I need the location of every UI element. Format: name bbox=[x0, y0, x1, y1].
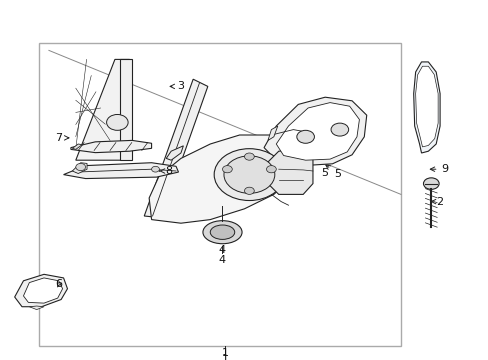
Circle shape bbox=[214, 149, 284, 201]
Text: 5: 5 bbox=[321, 168, 328, 178]
Text: 8: 8 bbox=[159, 166, 172, 176]
Polygon shape bbox=[276, 103, 359, 160]
Text: 5: 5 bbox=[325, 165, 340, 179]
Polygon shape bbox=[144, 79, 207, 218]
Text: 1: 1 bbox=[221, 354, 228, 360]
Text: 6: 6 bbox=[55, 279, 62, 289]
Text: 4: 4 bbox=[219, 255, 225, 265]
Circle shape bbox=[106, 114, 128, 130]
Circle shape bbox=[151, 166, 159, 172]
Text: 7: 7 bbox=[55, 133, 69, 143]
Text: 3: 3 bbox=[170, 81, 184, 91]
Polygon shape bbox=[71, 140, 151, 153]
Polygon shape bbox=[23, 278, 62, 303]
Polygon shape bbox=[264, 97, 366, 166]
Text: 1: 1 bbox=[221, 348, 228, 358]
Polygon shape bbox=[63, 163, 178, 179]
Circle shape bbox=[296, 130, 314, 143]
Circle shape bbox=[224, 156, 274, 193]
Circle shape bbox=[266, 166, 276, 173]
Polygon shape bbox=[267, 149, 312, 194]
Circle shape bbox=[244, 187, 254, 194]
Ellipse shape bbox=[203, 221, 242, 244]
Circle shape bbox=[76, 163, 85, 171]
Polygon shape bbox=[72, 144, 82, 149]
Circle shape bbox=[244, 153, 254, 160]
Polygon shape bbox=[166, 146, 183, 160]
Polygon shape bbox=[120, 59, 132, 160]
Polygon shape bbox=[415, 66, 437, 147]
Polygon shape bbox=[267, 126, 277, 140]
Polygon shape bbox=[149, 135, 300, 223]
Polygon shape bbox=[76, 59, 129, 160]
Circle shape bbox=[330, 123, 348, 136]
Text: 4: 4 bbox=[219, 245, 225, 255]
Bar bbox=[39, 43, 400, 346]
Polygon shape bbox=[15, 274, 67, 307]
Polygon shape bbox=[413, 62, 439, 153]
Circle shape bbox=[222, 166, 232, 173]
Polygon shape bbox=[29, 306, 44, 310]
Text: 2: 2 bbox=[430, 197, 443, 207]
Ellipse shape bbox=[210, 225, 234, 239]
Polygon shape bbox=[72, 163, 87, 174]
Text: 9: 9 bbox=[429, 164, 447, 174]
Circle shape bbox=[423, 178, 438, 189]
